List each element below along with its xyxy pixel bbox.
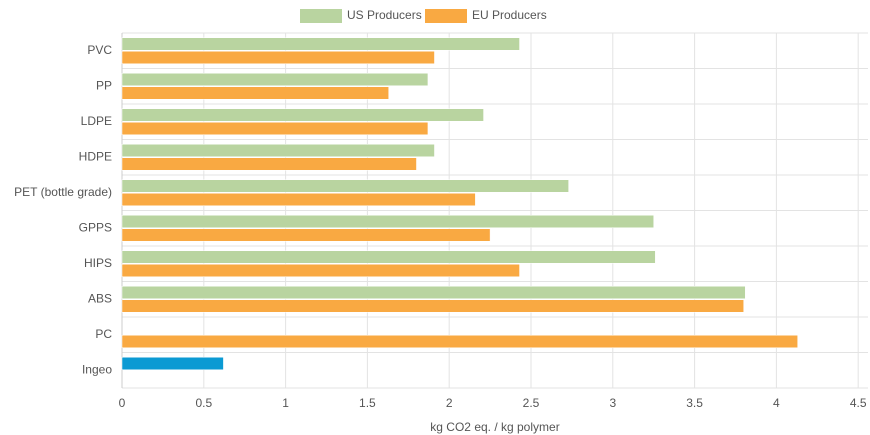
y-tick-label: PC xyxy=(95,327,112,341)
bar xyxy=(121,335,798,348)
y-tick-label: HIPS xyxy=(84,256,112,270)
y-tick-label: PET (bottle grade) xyxy=(14,185,112,199)
bar xyxy=(121,228,491,242)
y-tick-label: ABS xyxy=(88,291,112,305)
bar xyxy=(121,108,484,122)
y-tick-label: HDPE xyxy=(79,149,112,163)
bar xyxy=(121,193,476,206)
y-tick-label: PP xyxy=(96,78,112,92)
bar xyxy=(121,86,389,100)
x-tick-label: 3.5 xyxy=(686,396,703,410)
x-tick-label: 2.5 xyxy=(523,396,540,410)
legend-label: EU Producers xyxy=(472,8,547,22)
bar xyxy=(121,299,744,313)
x-tick-label: 0 xyxy=(119,396,126,410)
bar xyxy=(121,264,520,277)
x-tick-label: 4.5 xyxy=(850,396,867,410)
y-tick-label: PVC xyxy=(87,43,112,57)
legend-swatch xyxy=(425,9,467,23)
legend-label: US Producers xyxy=(347,8,422,22)
bar xyxy=(121,286,746,299)
x-tick-label: 2 xyxy=(446,396,453,410)
bar xyxy=(121,215,654,228)
bar xyxy=(121,357,224,370)
bar xyxy=(121,37,520,51)
legend-swatch xyxy=(300,9,342,23)
bar xyxy=(121,51,435,64)
y-tick-label: Ingeo xyxy=(82,362,112,376)
x-tick-label: 1 xyxy=(282,396,289,410)
bar xyxy=(121,250,656,264)
y-tick-label: GPPS xyxy=(79,220,112,234)
y-tick-label: LDPE xyxy=(81,114,112,128)
bar xyxy=(121,73,429,86)
x-tick-label: 1.5 xyxy=(359,396,376,410)
bar xyxy=(121,179,569,193)
x-tick-label: 4 xyxy=(773,396,780,410)
bar xyxy=(121,122,429,135)
x-axis-label: kg CO2 eq. / kg polymer xyxy=(430,420,559,434)
bar xyxy=(121,144,435,157)
x-tick-label: 3 xyxy=(609,396,616,410)
bar xyxy=(121,157,417,171)
x-tick-label: 0.5 xyxy=(195,396,212,410)
